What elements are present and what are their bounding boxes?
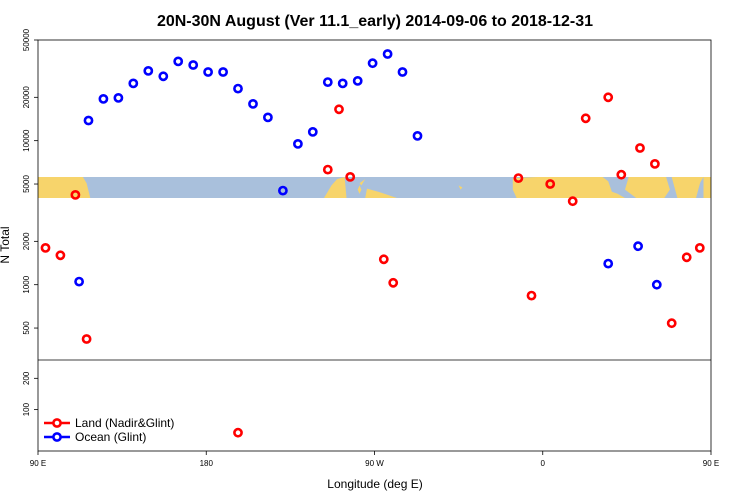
data-point [666,318,677,329]
data-point [616,169,627,180]
data-point [567,196,578,207]
land-shape [512,177,625,198]
y-tick-label: 50000 [22,28,31,51]
data-point [694,242,705,253]
y-tick-label: 10000 [22,129,31,152]
data-point [113,93,124,103]
data-point [651,279,662,290]
data-point [650,158,660,169]
legend-marker [52,418,62,428]
data-point [277,185,288,196]
data-point [345,171,356,182]
legend-label: Ocean (Glint) [75,430,146,444]
data-point [98,94,109,104]
y-axis-label: N Total [0,226,12,263]
y-tick-label: 2000 [22,232,31,250]
data-point [337,78,348,89]
x-tick-label: 0 [541,459,546,468]
legend: Land (Nadir&Glint)Ocean (Glint) [44,416,174,444]
land-shape [357,185,362,194]
data-point [635,143,645,153]
data-point [188,60,199,70]
data-point [545,179,556,189]
y-tick-label: 200 [22,371,31,385]
data-point [203,67,213,77]
data-point [74,276,84,287]
data-points [40,49,705,438]
x-tick-label: 180 [200,459,214,468]
data-point [580,113,591,124]
x-axis-label: Longitude (deg E) [327,477,422,491]
x-tick-label: 90 E [703,459,719,468]
data-point [367,58,378,69]
data-point [143,66,154,76]
y-axis: 500 1000 2000 5000 10000 20000 50000 100 200 [22,28,38,416]
data-point [218,67,228,77]
data-point [158,71,169,82]
data-point [83,115,94,126]
data-point [40,242,51,253]
land-sea-map-band [38,177,750,198]
x-tick-label: 90 E [30,459,46,468]
data-point [513,173,524,183]
data-point [248,99,258,109]
land-shape [359,179,366,186]
land-shape [711,177,750,198]
data-point [128,78,139,89]
x-axis: 90 E 180 90 W 0 90 E [30,451,719,468]
data-point [352,76,363,86]
y-tick-label: 5000 [22,175,31,193]
data-point [378,254,389,265]
data-point [262,112,273,123]
series-land [40,92,705,438]
data-point [55,250,66,261]
data-point [388,277,399,288]
data-point [412,130,423,141]
x-tick-label: 90 W [365,459,384,468]
data-point [633,241,643,252]
land-shape [688,177,704,184]
data-point [233,83,243,94]
data-point [233,427,243,438]
legend-marker [52,432,62,442]
series-ocean [74,49,662,290]
y-tick-label: 500 [22,321,31,335]
data-point [382,49,393,59]
land-shape [458,185,463,190]
land-shape [703,177,711,198]
legend-label: Land (Nadir&Glint) [75,416,174,430]
land-shape [625,177,670,198]
land-areas [38,177,750,198]
data-point [173,56,184,67]
data-point [603,92,614,103]
y-tick-label: 100 [22,402,31,416]
data-point [322,164,333,175]
data-point [603,258,614,269]
chart-title: 20N-30N August (Ver 11.1_early) 2014-09-… [157,13,593,30]
land-shape [365,188,397,198]
data-point [292,138,303,149]
y-tick-label: 1000 [22,275,31,293]
data-point [526,290,537,301]
data-point [681,252,692,263]
land-shape [38,177,91,198]
data-point [307,126,318,137]
data-point [397,67,408,77]
data-point [322,77,333,87]
data-point [81,334,92,344]
land-shape [324,177,347,198]
y-tick-label: 20000 [22,86,31,109]
data-point [70,189,81,200]
data-point [334,104,344,115]
land-shape [671,177,702,198]
